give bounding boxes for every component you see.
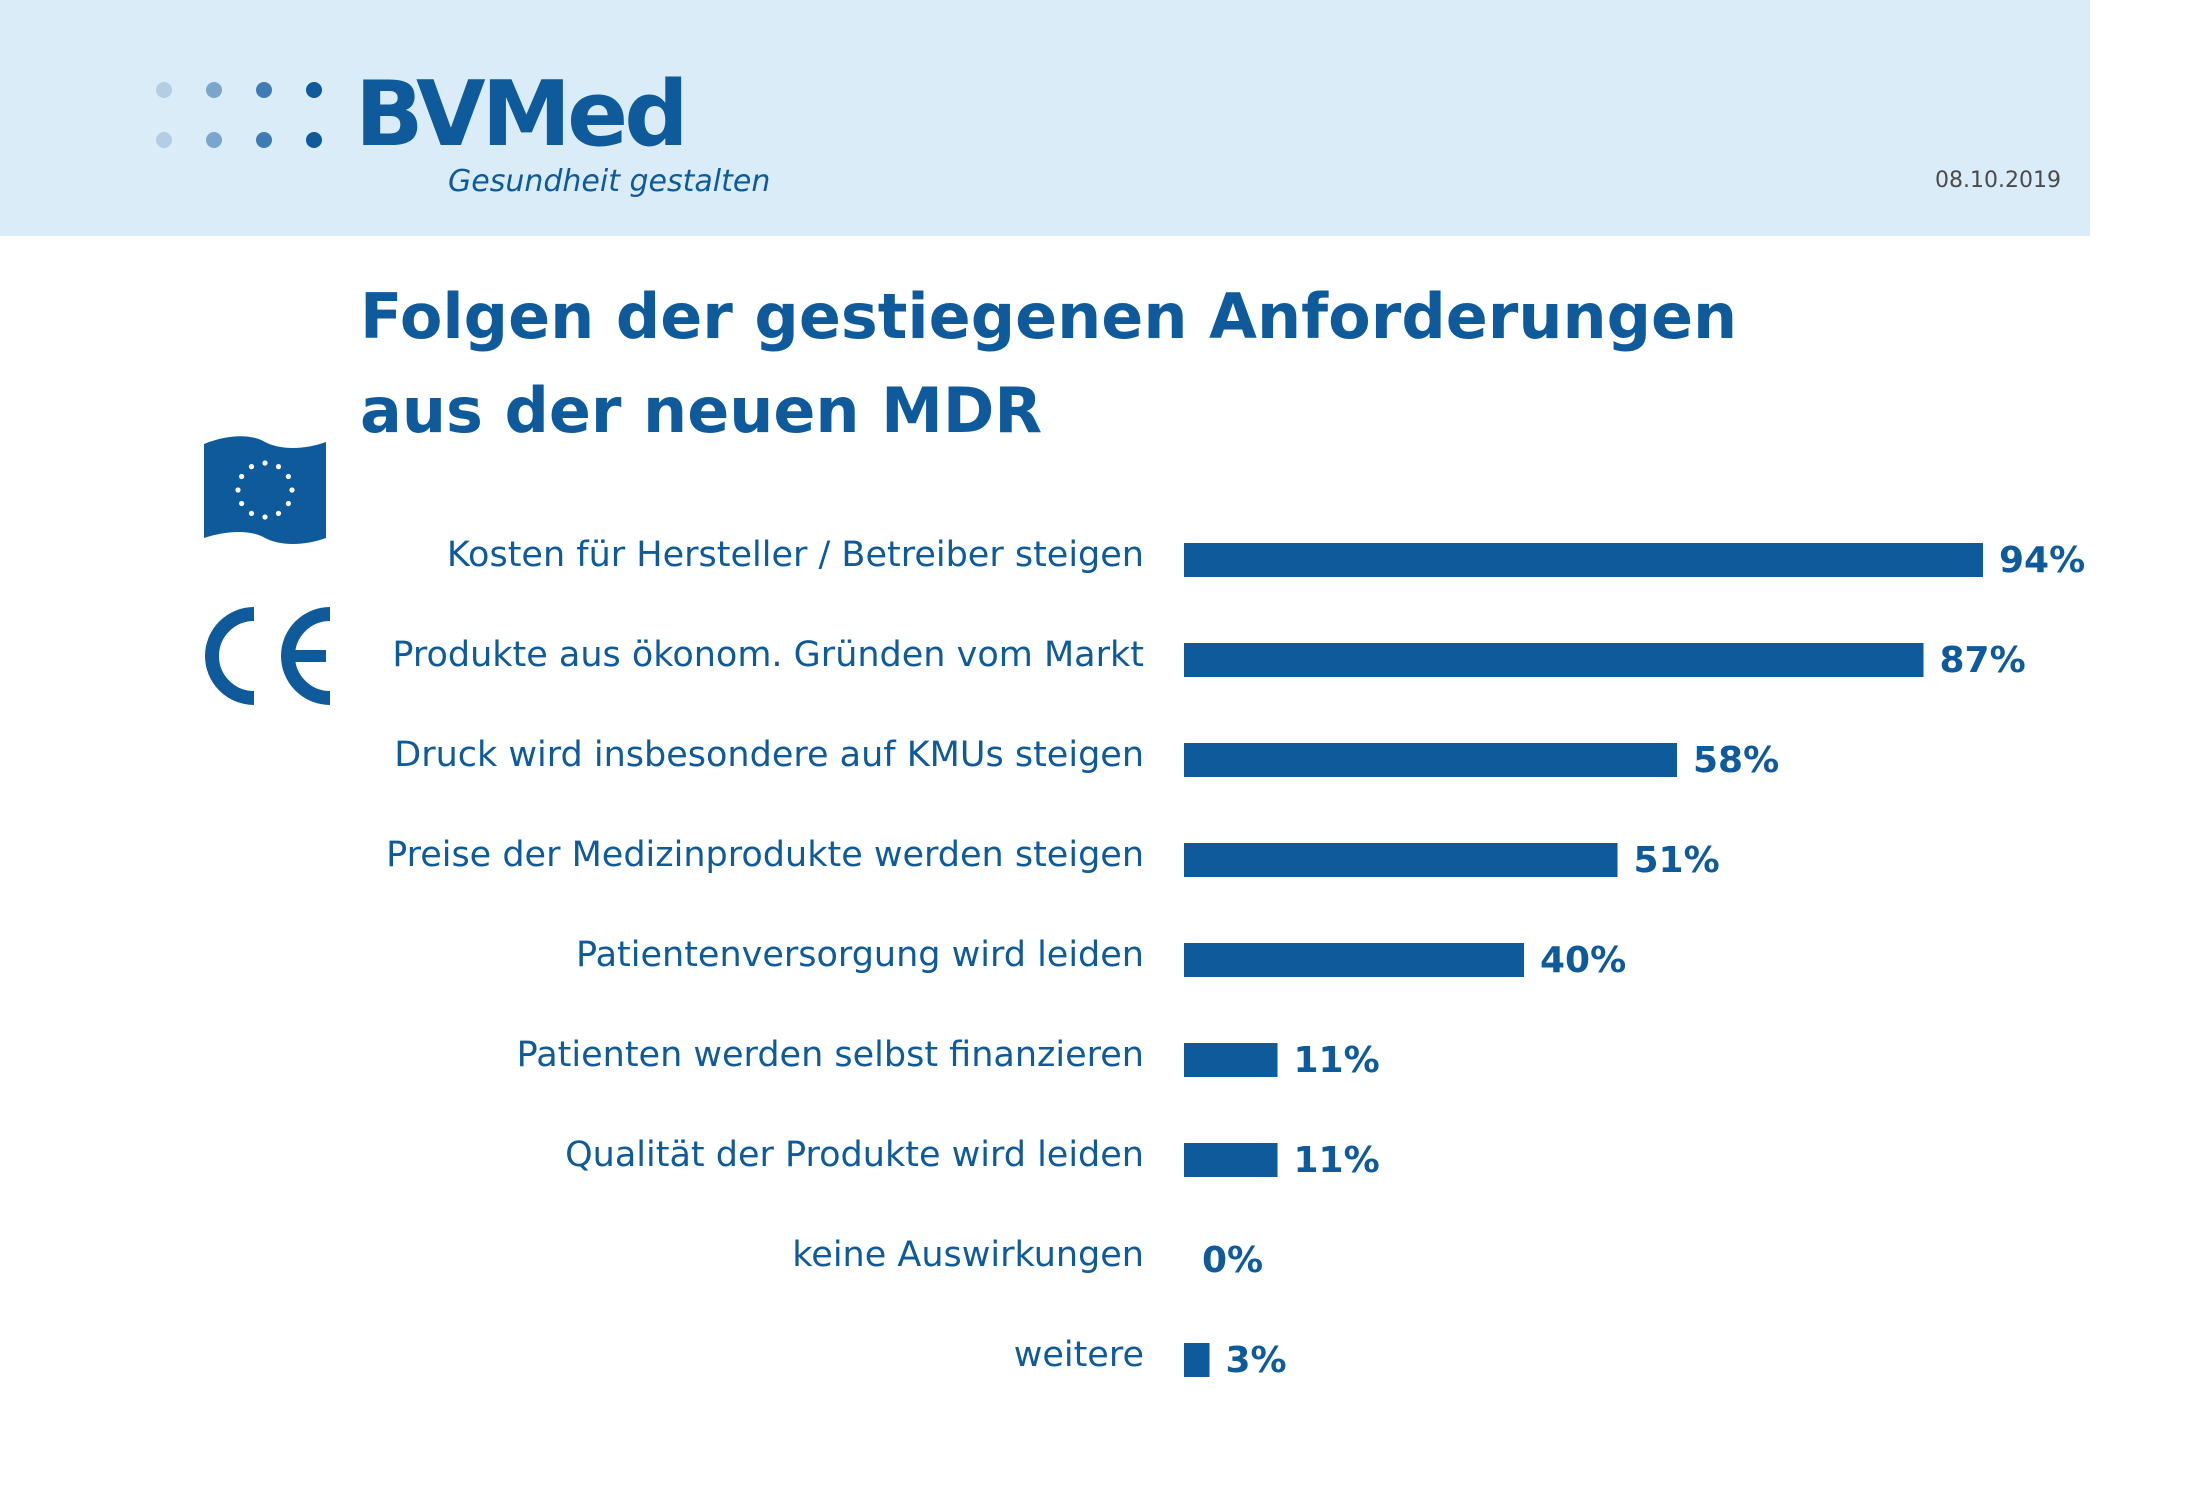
category-label: Patienten werden selbst finanzieren (517, 1035, 1144, 1075)
value-label: 58% (1693, 740, 1779, 781)
date-label: 08.10.2019 (1935, 168, 2061, 193)
category-label: Qualität der Produkte wird leiden (565, 1135, 1144, 1175)
chart-title-line-1: Folgen der gestiegenen Anforderungen (360, 280, 1738, 353)
eu-star (262, 514, 268, 520)
eu-star (248, 464, 255, 470)
category-label: weitere (1014, 1335, 1144, 1375)
ce-mark-icon (205, 607, 331, 705)
bar (1184, 743, 1677, 777)
bar (1184, 1343, 1210, 1377)
eu-star (235, 487, 241, 493)
bar (1184, 1043, 1278, 1077)
logo-dots-icon (156, 82, 322, 148)
bar (1184, 643, 1924, 677)
eu-star (275, 464, 282, 470)
eu-flag-icon (204, 436, 326, 544)
value-label: 87% (1940, 640, 2026, 681)
header-band (0, 0, 2090, 236)
category-label: Kosten für Hersteller / Betreiber steige… (447, 535, 1144, 575)
eu-star (239, 500, 245, 507)
logo-wordmark: BVMed (355, 62, 689, 167)
bar (1184, 843, 1618, 877)
category-label: keine Auswirkungen (792, 1235, 1144, 1275)
eu-star (262, 460, 268, 466)
bar (1184, 943, 1524, 977)
bar (1184, 543, 1983, 577)
eu-star (248, 510, 255, 516)
category-label: Druck wird insbesondere auf KMUs steigen (394, 735, 1144, 775)
eu-star (289, 487, 295, 493)
chart-title: Folgen der gestiegenen Anforderungen aus… (360, 270, 1860, 458)
eu-star (285, 473, 291, 480)
value-label: 3% (1226, 1340, 1287, 1381)
category-label: Patientenversorgung wird leiden (576, 935, 1144, 975)
category-label: Preise der Medizinprodukte werden steige… (386, 835, 1144, 875)
value-label: 40% (1540, 940, 1626, 981)
category-label: Produkte aus ökonom. Gründen vom Markt (392, 635, 1144, 675)
chart-title-line-2: aus der neuen MDR (360, 374, 1043, 447)
value-label: 51% (1634, 840, 1720, 881)
eu-star (239, 473, 245, 480)
bar (1184, 1143, 1278, 1177)
value-label: 94% (1999, 540, 2085, 581)
logo-tagline: Gesundheit gestalten (448, 164, 771, 199)
value-label: 0% (1202, 1240, 1263, 1281)
value-label: 11% (1294, 1040, 1380, 1081)
eu-star (285, 500, 291, 507)
eu-star (275, 510, 282, 516)
value-label: 11% (1294, 1140, 1380, 1181)
bvmed-logo: BVMed Gesundheit gestalten (148, 70, 770, 206)
